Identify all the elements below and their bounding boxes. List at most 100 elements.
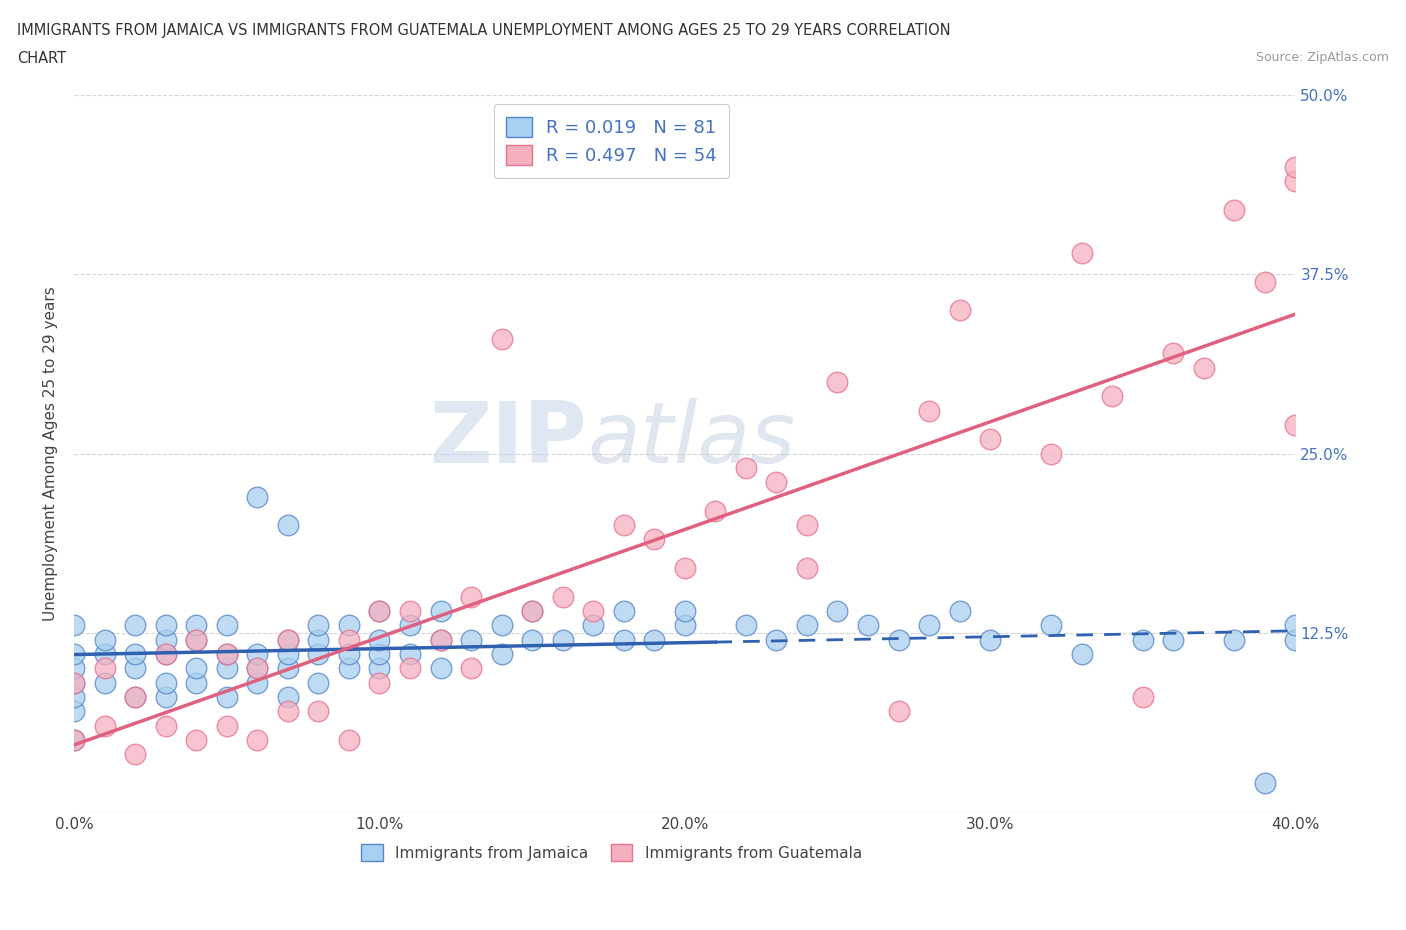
Y-axis label: Unemployment Among Ages 25 to 29 years: Unemployment Among Ages 25 to 29 years bbox=[44, 286, 58, 621]
Point bbox=[887, 632, 910, 647]
Point bbox=[155, 618, 177, 633]
Point bbox=[1254, 776, 1277, 790]
Point bbox=[1284, 618, 1306, 633]
Point bbox=[277, 690, 299, 705]
Point bbox=[368, 604, 391, 618]
Point bbox=[918, 618, 941, 633]
Point bbox=[491, 618, 513, 633]
Point bbox=[765, 474, 787, 489]
Point bbox=[491, 646, 513, 661]
Point bbox=[643, 632, 665, 647]
Point bbox=[93, 632, 115, 647]
Point bbox=[643, 532, 665, 547]
Point bbox=[827, 604, 849, 618]
Point bbox=[368, 661, 391, 676]
Point bbox=[520, 604, 543, 618]
Point bbox=[215, 690, 238, 705]
Point bbox=[124, 690, 146, 705]
Point bbox=[277, 632, 299, 647]
Point bbox=[186, 733, 208, 748]
Point bbox=[246, 661, 269, 676]
Point bbox=[246, 675, 269, 690]
Point bbox=[63, 675, 86, 690]
Point bbox=[337, 618, 360, 633]
Point bbox=[1040, 446, 1063, 461]
Point bbox=[186, 618, 208, 633]
Point bbox=[582, 618, 605, 633]
Point bbox=[246, 646, 269, 661]
Point bbox=[277, 518, 299, 533]
Point bbox=[796, 561, 818, 576]
Point bbox=[704, 503, 727, 518]
Point bbox=[1254, 274, 1277, 289]
Point bbox=[337, 661, 360, 676]
Point bbox=[368, 646, 391, 661]
Point bbox=[460, 590, 482, 604]
Point bbox=[613, 632, 636, 647]
Point bbox=[155, 675, 177, 690]
Point bbox=[307, 704, 329, 719]
Point bbox=[887, 704, 910, 719]
Point bbox=[979, 632, 1001, 647]
Point bbox=[277, 646, 299, 661]
Point bbox=[63, 618, 86, 633]
Point bbox=[429, 604, 451, 618]
Point bbox=[186, 632, 208, 647]
Point bbox=[765, 632, 787, 647]
Point bbox=[277, 632, 299, 647]
Point bbox=[1040, 618, 1063, 633]
Point bbox=[368, 632, 391, 647]
Point bbox=[673, 618, 696, 633]
Point bbox=[520, 604, 543, 618]
Point bbox=[215, 618, 238, 633]
Point bbox=[399, 661, 422, 676]
Point bbox=[215, 718, 238, 733]
Point bbox=[613, 604, 636, 618]
Text: IMMIGRANTS FROM JAMAICA VS IMMIGRANTS FROM GUATEMALA UNEMPLOYMENT AMONG AGES 25 : IMMIGRANTS FROM JAMAICA VS IMMIGRANTS FR… bbox=[17, 23, 950, 38]
Point bbox=[63, 661, 86, 676]
Point bbox=[124, 747, 146, 762]
Point bbox=[337, 632, 360, 647]
Point bbox=[307, 618, 329, 633]
Point bbox=[124, 690, 146, 705]
Point bbox=[155, 690, 177, 705]
Point bbox=[155, 632, 177, 647]
Point bbox=[827, 375, 849, 390]
Point bbox=[613, 518, 636, 533]
Point bbox=[429, 632, 451, 647]
Point bbox=[63, 675, 86, 690]
Point bbox=[734, 618, 756, 633]
Point bbox=[399, 618, 422, 633]
Text: Source: ZipAtlas.com: Source: ZipAtlas.com bbox=[1256, 51, 1389, 64]
Point bbox=[93, 646, 115, 661]
Point bbox=[186, 675, 208, 690]
Point bbox=[1132, 632, 1154, 647]
Point bbox=[1101, 389, 1123, 404]
Text: atlas: atlas bbox=[588, 398, 794, 481]
Point bbox=[307, 646, 329, 661]
Point bbox=[796, 618, 818, 633]
Point bbox=[186, 632, 208, 647]
Point bbox=[155, 718, 177, 733]
Point bbox=[796, 518, 818, 533]
Point bbox=[277, 704, 299, 719]
Point bbox=[337, 733, 360, 748]
Point bbox=[246, 661, 269, 676]
Point bbox=[63, 733, 86, 748]
Point bbox=[368, 675, 391, 690]
Point bbox=[1163, 632, 1185, 647]
Point bbox=[1070, 246, 1092, 260]
Point bbox=[63, 690, 86, 705]
Point bbox=[93, 675, 115, 690]
Point bbox=[399, 604, 422, 618]
Point bbox=[491, 331, 513, 346]
Text: CHART: CHART bbox=[17, 51, 66, 66]
Point bbox=[551, 632, 574, 647]
Point bbox=[277, 661, 299, 676]
Point bbox=[1070, 646, 1092, 661]
Point bbox=[856, 618, 879, 633]
Point bbox=[399, 646, 422, 661]
Point bbox=[460, 632, 482, 647]
Point bbox=[215, 646, 238, 661]
Point bbox=[429, 661, 451, 676]
